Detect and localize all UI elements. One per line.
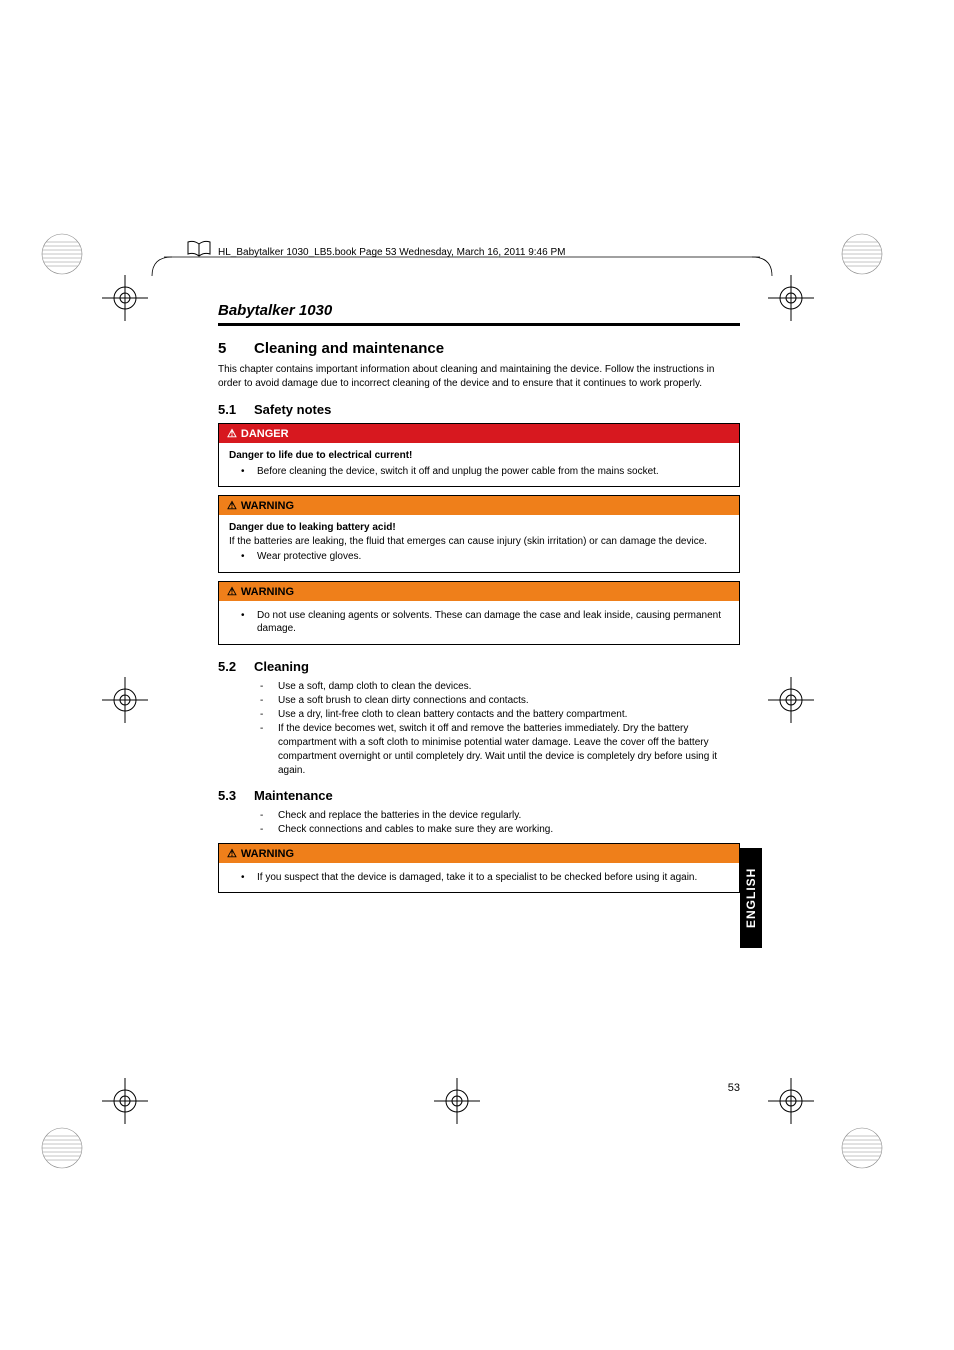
warning-label: WARNING xyxy=(241,586,294,598)
list-item: Check and replace the batteries in the d… xyxy=(278,809,740,823)
reg-mark-mid-left xyxy=(102,677,148,723)
danger-lead: Danger to life due to electrical current… xyxy=(229,449,729,463)
subsection-title: Safety notes xyxy=(254,402,331,417)
book-header: HL_Babytalker 1030_LB5.book Page 53 Wedn… xyxy=(218,247,702,258)
warning-text: If the batteries are leaking, the fluid … xyxy=(229,535,729,549)
subsection-heading: 5.1Safety notes xyxy=(218,402,740,417)
warning-callout: ⚠ WARNING Danger due to leaking battery a… xyxy=(218,495,740,573)
subsection-heading: 5.2Cleaning xyxy=(218,659,740,674)
list-item: Use a dry, lint-free cloth to clean batt… xyxy=(278,708,740,722)
warning-list: If you suspect that the device is damage… xyxy=(229,871,729,885)
section-title: Cleaning and maintenance xyxy=(254,340,444,357)
warning-list: Do not use cleaning agents or solvents. … xyxy=(229,609,729,636)
maintenance-list: Check and replace the batteries in the d… xyxy=(218,809,740,837)
warning-bar: ⚠ WARNING xyxy=(219,496,739,515)
halftone-disc-icon xyxy=(840,232,884,276)
halftone-disc-icon xyxy=(40,232,84,276)
halftone-disc-icon xyxy=(840,1126,884,1170)
page-number: 53 xyxy=(218,1082,740,1094)
warning-bar: ⚠ WARNING xyxy=(219,844,739,863)
subsection-heading: 5.3Maintenance xyxy=(218,788,740,803)
warning-label: WARNING xyxy=(241,848,294,860)
subsection-number: 5.1 xyxy=(218,402,254,417)
warning-list: Wear protective gloves. xyxy=(229,550,729,564)
warning-triangle-icon: ⚠ xyxy=(227,499,237,512)
list-item: Before cleaning the device, switch it of… xyxy=(257,465,729,479)
warning-lead: Danger due to leaking battery acid! xyxy=(229,521,729,535)
section-heading: 5Cleaning and maintenance xyxy=(218,340,740,357)
warning-triangle-icon: ⚠ xyxy=(227,585,237,598)
device-title: Babytalker 1030 xyxy=(218,302,740,321)
reg-mark-mid-right xyxy=(768,677,814,723)
page-content: Babytalker 1030 5Cleaning and maintenanc… xyxy=(218,302,740,901)
danger-bar: ⚠ DANGER xyxy=(219,424,739,443)
book-icon xyxy=(186,240,212,258)
section-number: 5 xyxy=(218,340,254,357)
danger-list: Before cleaning the device, switch it of… xyxy=(229,465,729,479)
subsection-title: Cleaning xyxy=(254,659,309,674)
list-item: Wear protective gloves. xyxy=(257,550,729,564)
warning-callout: ⚠ WARNING If you suspect that the device … xyxy=(218,843,740,894)
subsection-number: 5.3 xyxy=(218,788,254,803)
reg-mark-bot-left xyxy=(102,1078,148,1124)
warning-triangle-icon: ⚠ xyxy=(227,847,237,860)
list-item: Use a soft brush to clean dirty connecti… xyxy=(278,694,740,708)
warning-callout: ⚠ WARNING Do not use cleaning agents or s… xyxy=(218,581,740,645)
subsection-title: Maintenance xyxy=(254,788,333,803)
reg-mark-top-right xyxy=(768,275,814,321)
reg-mark-top-left xyxy=(102,275,148,321)
warning-label: WARNING xyxy=(241,500,294,512)
halftone-disc-icon xyxy=(40,1126,84,1170)
list-item: Check connections and cables to make sur… xyxy=(278,823,740,837)
reg-mark-bot-right xyxy=(768,1078,814,1124)
danger-callout: ⚠ DANGER Danger to life due to electrical… xyxy=(218,423,740,487)
list-item: If you suspect that the device is damage… xyxy=(257,871,729,885)
list-item: Do not use cleaning agents or solvents. … xyxy=(257,609,729,636)
list-item: If the device becomes wet, switch it off… xyxy=(278,722,740,778)
list-item: Use a soft, damp cloth to clean the devi… xyxy=(278,680,740,694)
section-intro: This chapter contains important informat… xyxy=(218,363,740,390)
title-rule xyxy=(218,323,740,326)
language-tab: ENGLISH xyxy=(740,848,762,948)
warning-triangle-icon: ⚠ xyxy=(227,427,237,440)
subsection-number: 5.2 xyxy=(218,659,254,674)
cleaning-list: Use a soft, damp cloth to clean the devi… xyxy=(218,680,740,778)
danger-label: DANGER xyxy=(241,428,289,440)
warning-bar: ⚠ WARNING xyxy=(219,582,739,601)
